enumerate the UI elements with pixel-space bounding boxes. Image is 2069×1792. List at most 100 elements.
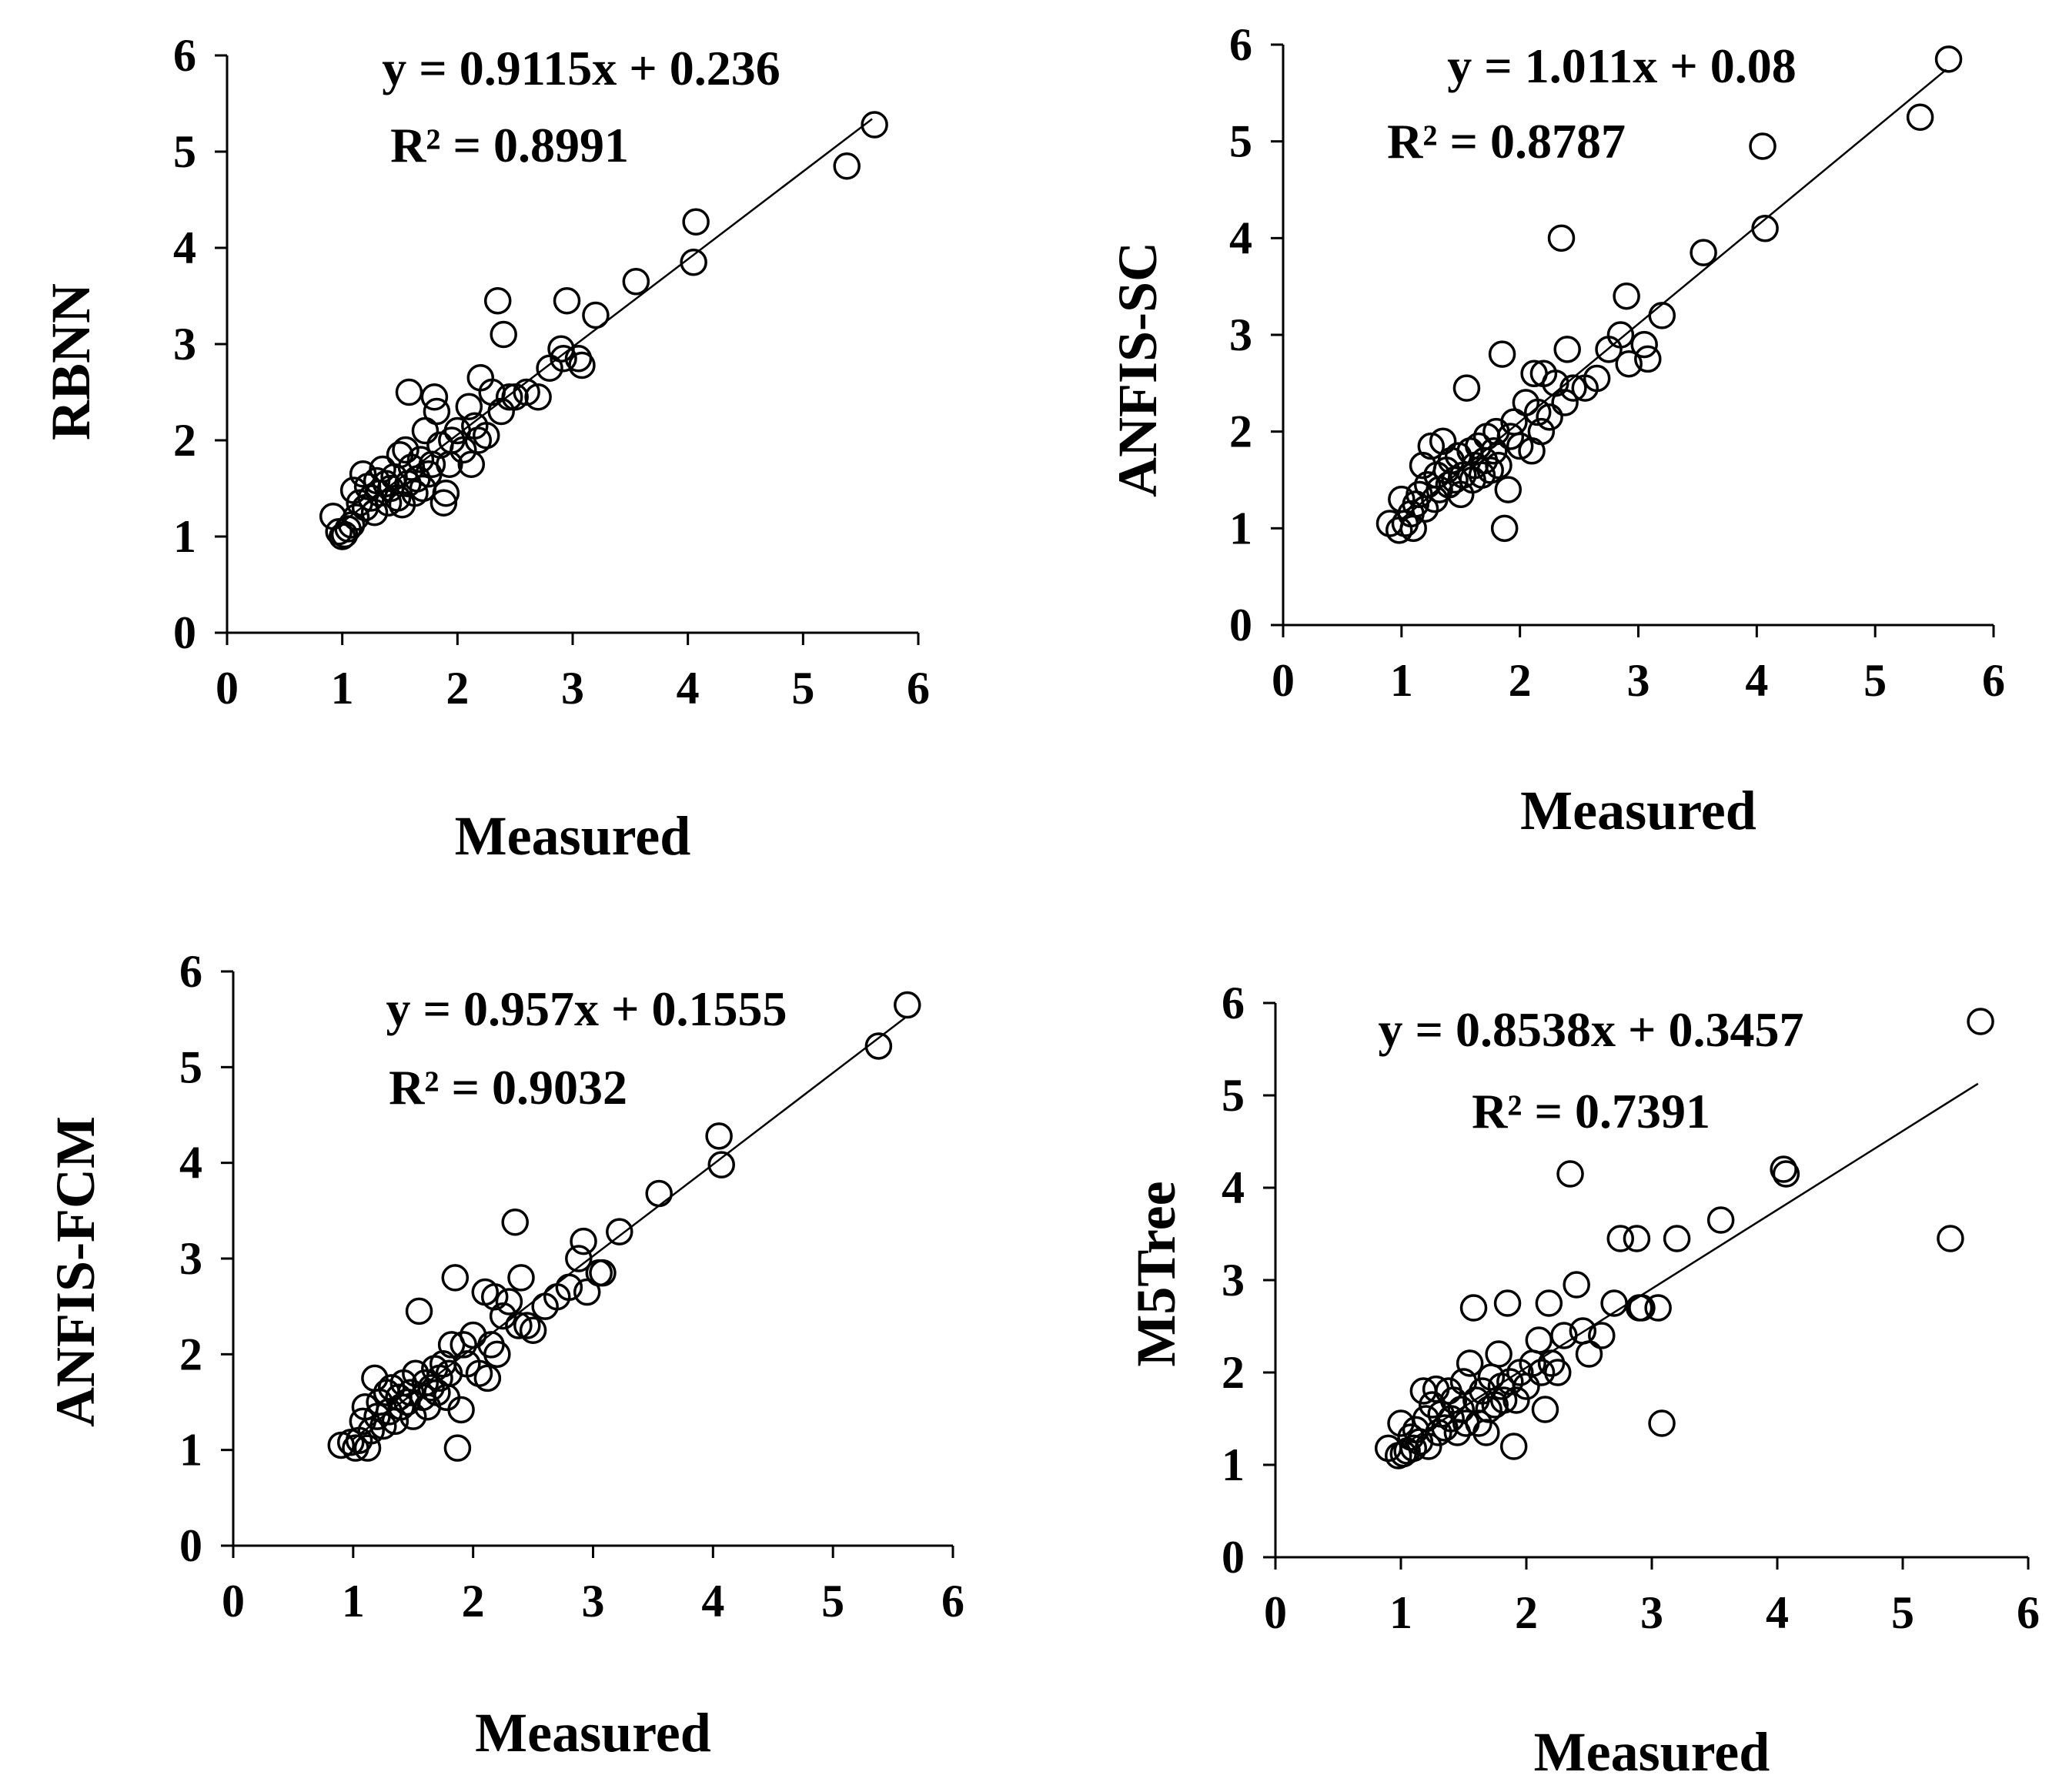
r-squared: R² = 0.8787 — [1387, 114, 1626, 169]
data-point — [1413, 471, 1442, 499]
x-tick-label: 6 — [907, 663, 930, 714]
y-tick-label: 0 — [1222, 1532, 1245, 1583]
y-tick-label: 0 — [1229, 600, 1252, 650]
data-point — [1706, 1206, 1735, 1234]
x-axis-title: Measured — [455, 805, 691, 867]
data-point — [1456, 1349, 1484, 1377]
data-point — [420, 383, 449, 411]
y-tick-label: 5 — [179, 1041, 202, 1092]
data-point — [1556, 1160, 1584, 1188]
x-tick-label: 5 — [821, 1576, 844, 1627]
x-tick-label: 3 — [1627, 655, 1650, 706]
data-point — [1475, 1396, 1502, 1423]
x-axis-title: Measured — [1520, 780, 1756, 841]
r-squared: R² = 0.9032 — [389, 1060, 627, 1115]
data-point — [833, 152, 861, 180]
y-tick-label: 3 — [173, 319, 196, 369]
y-tick-label: 0 — [179, 1520, 202, 1571]
data-point — [1525, 1326, 1553, 1354]
y-tick-label: 3 — [179, 1233, 202, 1284]
data-point — [505, 1312, 533, 1339]
y-tick-label: 4 — [1229, 212, 1252, 263]
y-tick-label: 1 — [173, 511, 196, 562]
x-tick-label: 1 — [1390, 655, 1413, 706]
data-point — [1575, 1340, 1603, 1368]
data-point — [1437, 1405, 1465, 1433]
data-point — [1630, 330, 1658, 359]
data-point — [894, 991, 921, 1019]
data-point — [1447, 1396, 1475, 1423]
data-point — [447, 1396, 475, 1424]
data-point — [1493, 1289, 1522, 1317]
x-tick-label: 4 — [701, 1576, 724, 1627]
data-point — [1937, 1225, 1964, 1252]
data-point — [490, 320, 517, 349]
x-tick-label: 6 — [1982, 655, 2005, 706]
data-point — [1452, 374, 1481, 402]
x-tick-label: 5 — [1863, 655, 1887, 706]
x-tick-label: 2 — [1515, 1587, 1538, 1638]
r-squared: R² = 0.8991 — [390, 118, 629, 172]
data-point — [1490, 514, 1519, 543]
x-tick-label: 0 — [216, 663, 239, 714]
x-tick-label: 0 — [222, 1576, 245, 1627]
data-point — [1485, 1340, 1512, 1368]
data-point — [1406, 480, 1433, 509]
data-point — [1429, 427, 1457, 455]
y-tick-label: 6 — [179, 946, 202, 997]
x-tick-label: 0 — [1272, 655, 1295, 706]
data-point — [450, 1331, 477, 1359]
data-point — [645, 1179, 673, 1208]
y-tick-label: 2 — [179, 1329, 202, 1379]
x-tick-label: 2 — [446, 663, 469, 714]
data-point — [1770, 1155, 1797, 1183]
data-point — [360, 499, 389, 527]
data-point — [547, 335, 575, 363]
chart-panel-1: 0 1 2 3 4 5 6 0 1 2 3 4 5 6 y = 0.9115x + 0.236 R² = 0.… — [40, 30, 930, 867]
data-point — [1496, 1368, 1524, 1396]
data-point — [1547, 224, 1576, 252]
data-point — [1415, 1433, 1442, 1460]
y-tick-label: 4 — [1222, 1162, 1245, 1213]
x-axis-title: Measured — [1534, 1721, 1770, 1783]
data-point — [1480, 437, 1508, 465]
data-point — [1459, 1294, 1488, 1322]
x-tick-label: 5 — [1891, 1587, 1914, 1638]
x-tick-label: 4 — [1766, 1587, 1789, 1638]
data-point — [1465, 432, 1492, 460]
y-tick-label: 6 — [1229, 19, 1252, 70]
data-point — [1967, 1008, 1994, 1035]
y-axis-title: ANFIS-FCM — [45, 1116, 106, 1427]
x-tick-label: 4 — [1745, 655, 1768, 706]
data-point — [864, 1032, 893, 1060]
data-point — [1502, 1386, 1530, 1414]
data-point — [1583, 364, 1611, 393]
data-point — [550, 345, 577, 373]
trend-equation: y = 0.957x + 0.1555 — [386, 981, 787, 1036]
data-point — [1615, 349, 1643, 378]
data-point — [1485, 451, 1512, 480]
data-point — [1419, 1391, 1446, 1419]
y-tick-label: 1 — [1229, 503, 1252, 553]
x-tick-label: 0 — [1264, 1587, 1287, 1638]
r-squared: R² = 0.7391 — [1472, 1084, 1710, 1138]
data-point — [405, 1297, 433, 1326]
data-point — [1634, 345, 1662, 373]
data-point — [573, 1278, 601, 1306]
trendline — [353, 1017, 906, 1440]
data-point — [1563, 1271, 1590, 1299]
data-point — [1906, 103, 1934, 131]
trend-equation: y = 0.8538x + 0.3457 — [1379, 1002, 1804, 1057]
y-tick-label: 2 — [1229, 406, 1252, 457]
data-point — [1606, 321, 1635, 349]
data-point — [707, 1151, 735, 1179]
data-point — [1399, 1434, 1428, 1463]
data-point — [1544, 1359, 1572, 1386]
data-point — [483, 1340, 511, 1369]
data-point — [495, 383, 523, 411]
y-tick-label: 5 — [1222, 1070, 1245, 1121]
data-point — [417, 1374, 445, 1402]
data-point — [513, 378, 540, 406]
data-point — [1648, 302, 1676, 329]
data-point — [680, 249, 707, 276]
